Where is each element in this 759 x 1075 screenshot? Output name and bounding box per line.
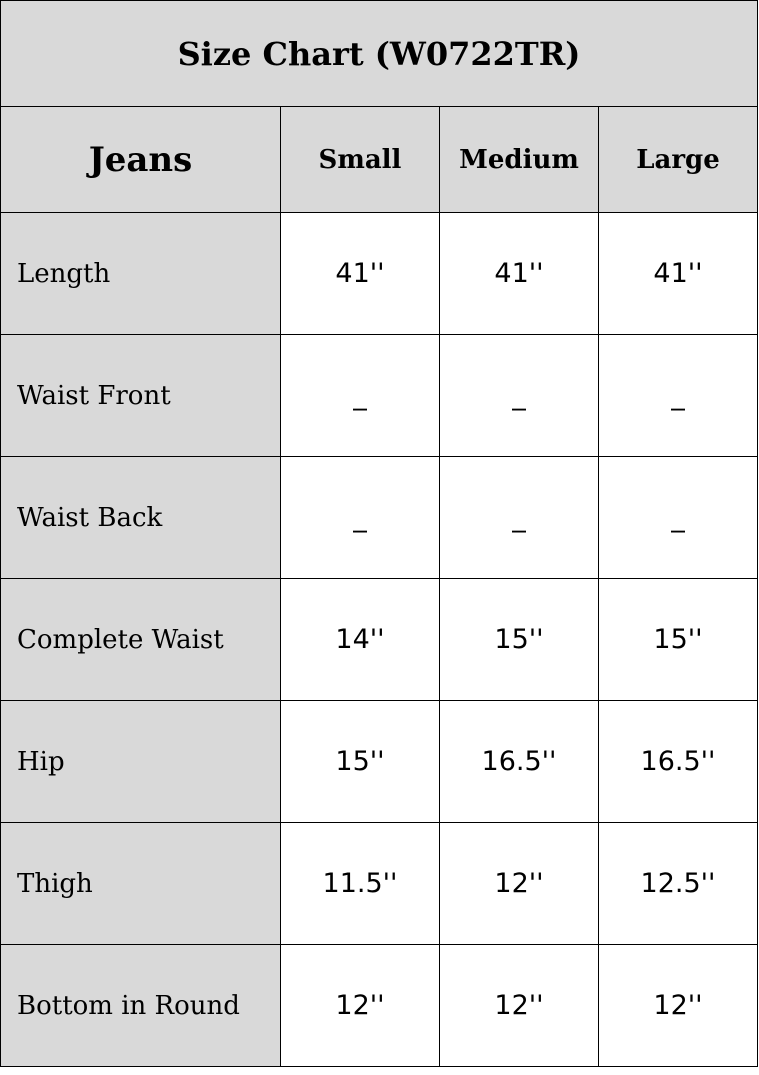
table-row: Hip 15'' 16.5'' 16.5'' <box>0 700 758 823</box>
size-value: _ <box>439 334 599 457</box>
header-medium: Medium <box>439 106 599 213</box>
size-value: 14'' <box>280 578 440 701</box>
size-value: _ <box>598 456 758 579</box>
size-value: 15'' <box>280 700 440 823</box>
size-value: 12'' <box>280 944 440 1067</box>
size-value: 15'' <box>439 578 599 701</box>
row-label: Hip <box>0 700 281 823</box>
header-large: Large <box>598 106 758 213</box>
size-value: _ <box>280 334 440 457</box>
row-label: Complete Waist <box>0 578 281 701</box>
row-label: Thigh <box>0 822 281 945</box>
row-label: Length <box>0 212 281 335</box>
table-row: Thigh 11.5'' 12'' 12.5'' <box>0 822 758 945</box>
row-label: Waist Back <box>0 456 281 579</box>
size-value: 41'' <box>439 212 599 335</box>
size-value: 12.5'' <box>598 822 758 945</box>
size-value: _ <box>439 456 599 579</box>
header-jeans: Jeans <box>0 106 281 213</box>
size-value: _ <box>280 456 440 579</box>
size-value: 12'' <box>439 822 599 945</box>
size-value: 11.5'' <box>280 822 440 945</box>
row-label: Bottom in Round <box>0 944 281 1067</box>
size-value: 41'' <box>280 212 440 335</box>
table-row: Complete Waist 14'' 15'' 15'' <box>0 578 758 701</box>
table-row: Bottom in Round 12'' 12'' 12'' <box>0 944 758 1067</box>
table-title: Size Chart (W0722TR) <box>0 0 758 107</box>
size-value: 16.5'' <box>439 700 599 823</box>
row-label: Waist Front <box>0 334 281 457</box>
table-row: Waist Back _ _ _ <box>0 456 758 579</box>
size-value: 41'' <box>598 212 758 335</box>
header-small: Small <box>280 106 440 213</box>
table-row: Length 41'' 41'' 41'' <box>0 212 758 335</box>
size-value: 16.5'' <box>598 700 758 823</box>
table-row: Waist Front _ _ _ <box>0 334 758 457</box>
size-value: _ <box>598 334 758 457</box>
size-value: 15'' <box>598 578 758 701</box>
size-value: 12'' <box>439 944 599 1067</box>
size-value: 12'' <box>598 944 758 1067</box>
